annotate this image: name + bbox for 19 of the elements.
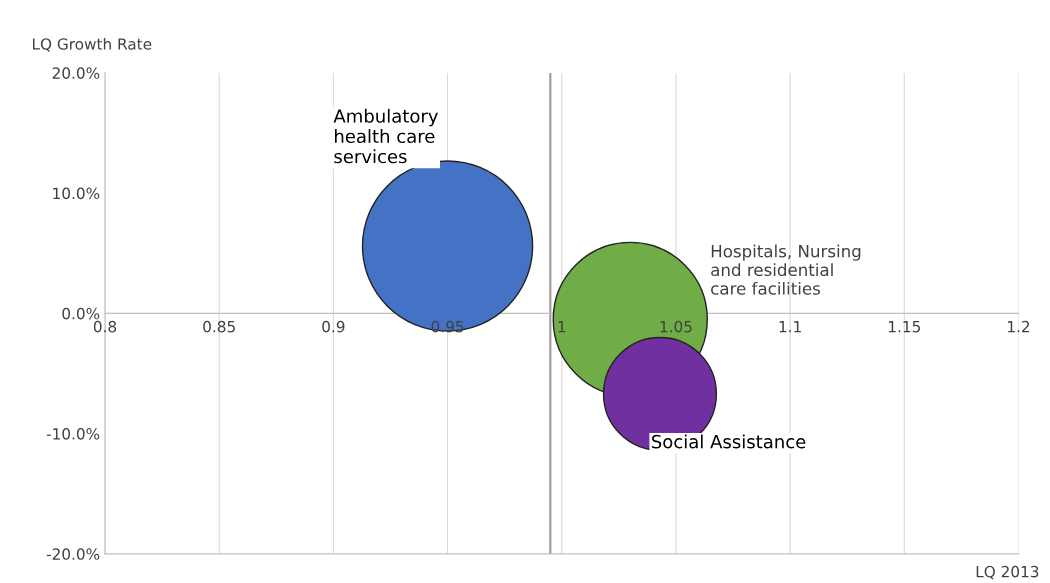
series-label: Hospitals, Nursing and residential care facilities bbox=[711, 244, 861, 295]
y-tick-label: 20.0% bbox=[52, 67, 100, 79]
x-tick-label: 0.8 bbox=[93, 320, 117, 333]
x-tick-label: 1.2 bbox=[1008, 320, 1030, 333]
series-label: Social Assistance bbox=[652, 434, 806, 449]
y-tick-label: -10.0% bbox=[46, 428, 100, 440]
x-tick-label: 1 bbox=[558, 321, 566, 333]
x-tick-label: 0.9 bbox=[322, 320, 345, 333]
y-axis-title: LQ Growth Rate bbox=[33, 37, 152, 52]
y-tick-label: 10.0% bbox=[53, 187, 100, 200]
x-tick-label: 0.85 bbox=[203, 320, 235, 333]
x-tick-label: 1.05 bbox=[660, 320, 692, 333]
y-tick-label: 0.0% bbox=[62, 307, 100, 320]
x-axis-title: LQ 2013 bbox=[976, 565, 1039, 580]
x-tick-label: 1.15 bbox=[888, 321, 920, 333]
series-label: Ambulatory health care services bbox=[333, 108, 438, 164]
y-tick-label: -20.0% bbox=[46, 548, 100, 560]
x-tick-label: 1.1 bbox=[779, 321, 801, 333]
x-tick-label: 0.95 bbox=[431, 320, 464, 333]
